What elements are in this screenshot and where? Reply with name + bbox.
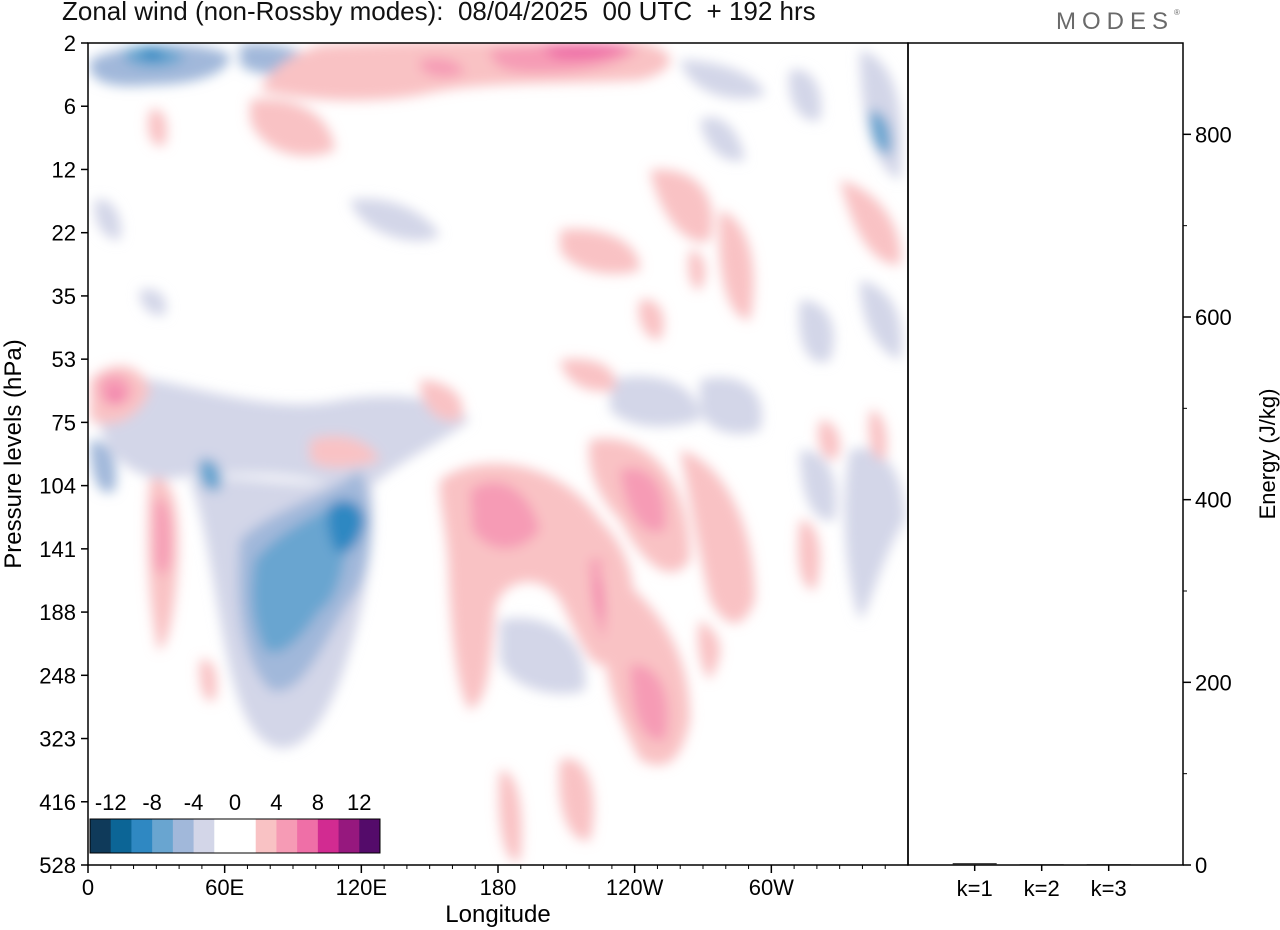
energy-tick-label: 800 [1195,122,1232,147]
y-tick-label: 141 [39,537,76,562]
colorbar-label: 0 [229,790,241,815]
y-tick-label: 188 [39,600,76,625]
y-tick-label: 104 [39,474,76,499]
y-tick-label: 53 [52,347,76,372]
energy-tick-label: 200 [1195,670,1232,695]
y-tick-label: 22 [52,221,76,246]
energy-category-label: k=2 [1024,876,1060,901]
energy-tick-label: 400 [1195,488,1232,513]
x-tick-label: 180 [480,875,517,900]
colorbar-swatch [131,819,153,853]
colorbar-swatch [317,819,340,853]
energy-tick-label: 0 [1195,853,1207,878]
energy-category-label: k=3 [1091,876,1127,901]
colorbar-label: -12 [95,790,127,815]
y-tick-label: 2 [64,31,76,56]
y-tick-label: 6 [64,94,76,119]
colorbar-swatch [276,819,298,853]
colorbar-label: 4 [270,790,282,815]
colorbar-swatch [338,819,360,853]
energy-category-label: k=1 [957,876,993,901]
x-axis-label: Longitude [445,901,550,928]
colorbar-swatch [359,819,381,853]
x-tick-label: 120W [606,875,664,900]
colorbar-swatch [255,819,277,853]
y-tick-label: 528 [39,853,76,878]
energy-bars: k=1 k=2 k=3 [952,863,1131,901]
x-tick-label: 60W [749,875,794,900]
x-tick-label: 60E [205,875,244,900]
heatmap-field [90,43,905,862]
energy-bar [1019,864,1064,866]
colorbar-swatch [110,819,132,853]
y-tick-label: 248 [39,663,76,688]
energy-axis-label: Energy (J/kg) [1255,389,1280,520]
y-tick-label: 12 [52,157,76,182]
y-tick-label: 323 [39,727,76,752]
energy-panel-frame [907,42,1184,866]
y-tick-label: 35 [52,284,76,309]
colorbar-swatch [172,819,195,853]
y-tick-label: 75 [52,410,76,435]
brand-logo: MODES® [1056,8,1180,35]
colorbar-legend: -12 -8 -4 0 4 8 12 [89,790,381,854]
colorbar-label: -4 [184,790,204,815]
y-axis-label: Pressure levels (hPa) [0,339,27,568]
colorbar-swatch [152,819,174,853]
colorbar-swatch [297,819,319,853]
energy-tick-label: 600 [1195,305,1232,330]
energy-bar [1086,864,1131,866]
x-tick-label: 120E [336,875,387,900]
colorbar-swatch [214,819,236,853]
colorbar-swatch [193,819,215,853]
x-tick-label: 0 [82,875,94,900]
energy-bar [952,863,997,865]
colorbar-swatch [235,819,257,853]
chart-title: Zonal wind (non-Rossby modes): 08/04/202… [62,0,816,26]
colorbar-label: 12 [347,790,371,815]
colorbar-label: -8 [142,790,162,815]
colorbar-swatch [90,819,112,853]
y-tick-label: 416 [39,790,76,815]
colorbar-label: 8 [312,790,324,815]
colorbar-frame [89,818,381,854]
